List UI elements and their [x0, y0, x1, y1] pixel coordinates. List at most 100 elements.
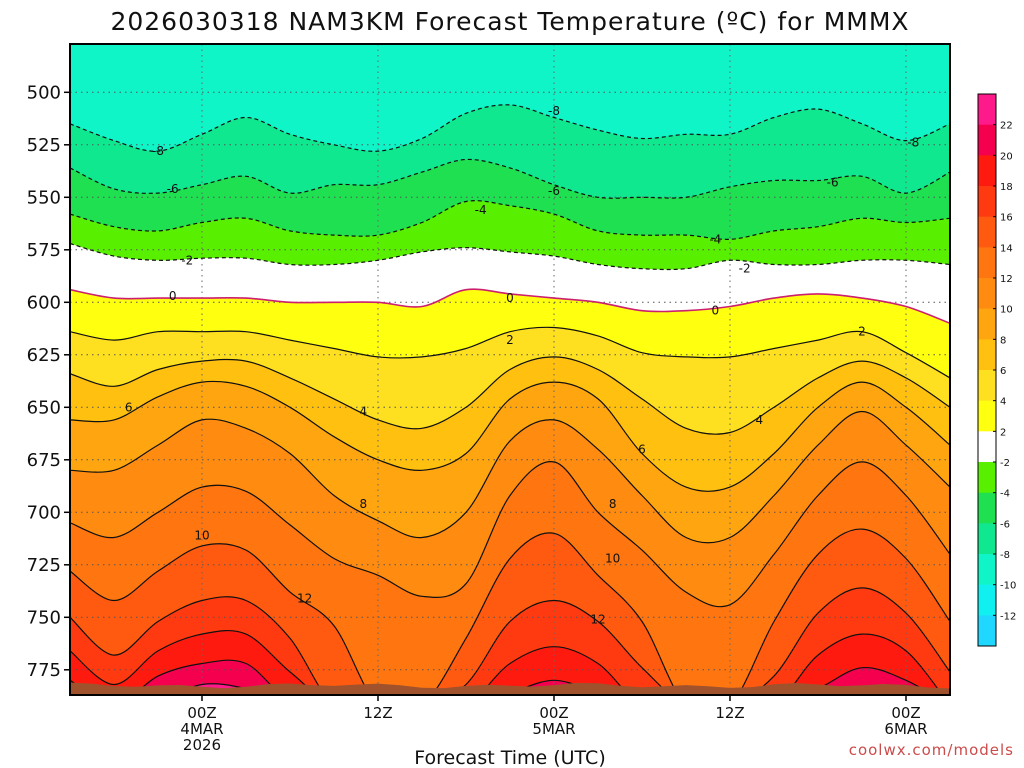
- colorbar-label: -2: [1000, 458, 1010, 469]
- isotherm-16: [70, 629, 943, 695]
- contour-label: 4: [360, 405, 368, 419]
- x-tick-label: 12Z: [715, 704, 744, 722]
- isotherm-6: [70, 380, 950, 492]
- x-tick-label: 6MAR: [884, 720, 927, 738]
- contour-label: 2: [506, 333, 514, 347]
- x-tick-label: 12Z: [363, 704, 392, 722]
- grid-lines: [70, 44, 950, 695]
- contour-label: 12: [297, 591, 312, 605]
- y-tick-label: 550: [27, 187, 61, 208]
- isotherm--6: [70, 158, 950, 199]
- y-tick-label: 575: [27, 240, 61, 261]
- colorbar-swatch: [978, 400, 996, 432]
- contour-label: -8: [152, 144, 164, 158]
- y-tick-label: 600: [27, 292, 61, 313]
- isotherm--2: [70, 242, 950, 271]
- colorbar-swatch: [978, 431, 996, 463]
- chart-title: 2026030318 NAM3KM Forecast Temperature (…: [110, 7, 909, 36]
- colorbar-swatch: [978, 554, 996, 586]
- contour-label: -8: [548, 104, 560, 118]
- colorbar-label: 12: [1000, 274, 1013, 285]
- y-tick-label: 525: [27, 135, 61, 156]
- contour-label: 8: [360, 497, 368, 511]
- isotherm-12: [70, 528, 950, 695]
- temperature-bands: [70, 104, 950, 695]
- colorbar-swatch: [978, 615, 996, 647]
- isotherm-4: [70, 356, 950, 435]
- contour-label: 0: [712, 304, 720, 318]
- y-tick-label: 775: [27, 660, 61, 681]
- colorbar-swatch: [978, 186, 996, 218]
- colorbar-swatch: [978, 462, 996, 494]
- colorbar-label: 18: [1000, 182, 1013, 193]
- colorbar-swatch: [978, 124, 996, 156]
- isotherm-0: [70, 288, 950, 325]
- y-tick-label: 725: [27, 555, 61, 576]
- x-tick-label: 5MAR: [532, 720, 575, 738]
- colorbar: 22 20 18 16 14 12 10 8 6 4 2 -2 -4 -6 -8 -10 -12: [977, 93, 1016, 647]
- contour-label: -4: [709, 232, 721, 246]
- band-above-16: [70, 630, 943, 695]
- colorbar-swatch: [978, 155, 996, 187]
- y-tick-label: 750: [27, 607, 61, 628]
- colorbar-swatch: [978, 370, 996, 402]
- contour-label: -6: [167, 182, 179, 196]
- plot-area: -8 -8 -8 -6 -6 -6 -4 -4 -2 -2 0 0 0 2 2 4 4 6 6 8 8 10 10 12 12: [70, 44, 950, 695]
- colorbar-label: 20: [1000, 151, 1013, 162]
- contour-label: 6: [125, 400, 133, 414]
- colorbar-label: -8: [1000, 550, 1010, 561]
- contour-label: 6: [638, 442, 646, 456]
- contour-label: 4: [756, 413, 764, 427]
- x-tick-label: 2026: [183, 736, 221, 754]
- colorbar-label: -4: [1000, 489, 1010, 500]
- colorbar-swatch: [978, 308, 996, 340]
- contour-label: -8: [907, 136, 919, 150]
- contour-label: -6: [827, 176, 839, 190]
- isotherm-10: [70, 461, 950, 608]
- y-tick-label: 625: [27, 345, 61, 366]
- colorbar-swatch: [978, 492, 996, 524]
- colorbar-swatch: [978, 523, 996, 555]
- y-tick-label: 700: [27, 502, 61, 523]
- colorbar-label: 14: [1000, 243, 1013, 254]
- terrain-surface: [70, 682, 950, 695]
- colorbar-label: 22: [1000, 121, 1013, 132]
- x-tick-label: 00Z: [187, 704, 216, 722]
- colorbar-label: 10: [1000, 305, 1013, 316]
- colorbar-swatch: [978, 216, 996, 248]
- contour-label: -2: [739, 262, 751, 276]
- isotherm-2: [70, 326, 950, 379]
- colorbar-label: 8: [1000, 335, 1006, 346]
- y-tick-label: 650: [27, 397, 61, 418]
- y-tick-label: 500: [27, 82, 61, 103]
- isotherm-8: [70, 410, 950, 544]
- x-tick-label: 00Z: [891, 704, 920, 722]
- colorbar-label: 6: [1000, 366, 1006, 377]
- contour-label: 0: [506, 291, 514, 305]
- isotherm-14: [70, 587, 950, 695]
- contour-label: -6: [548, 184, 560, 198]
- contour-label: 8: [609, 497, 617, 511]
- plot-frame: [69, 43, 951, 696]
- credit-text: coolwx.com/models: [849, 741, 1014, 759]
- colorbar-label: -12: [1000, 611, 1016, 622]
- y-axis: 500 525 550 575 600 625 650 675 700 725 750 775: [27, 82, 70, 681]
- contour-label: 12: [590, 612, 605, 626]
- contour-label: 2: [858, 325, 866, 339]
- x-tick-label: 00Z: [539, 704, 568, 722]
- band-above-14: [70, 587, 950, 695]
- colorbar-label: -10: [1000, 581, 1016, 592]
- colorbar-label: 4: [1000, 397, 1006, 408]
- x-tick-label: 4MAR: [180, 720, 223, 738]
- colorbar-label: 16: [1000, 213, 1013, 224]
- colorbar-label: 2: [1000, 427, 1006, 438]
- isotherm-20: [173, 683, 877, 695]
- contour-labels: -8 -8 -8 -6 -6 -6 -4 -4 -2 -2 0 0 0 2 2 4 4 6 6 8 8 10 10 12 12: [125, 104, 919, 626]
- isotherm--4: [70, 200, 950, 240]
- contour-label: 10: [194, 528, 209, 542]
- colorbar-label: -6: [1000, 519, 1010, 530]
- contour-label: -4: [475, 203, 487, 217]
- colorbar-swatch: [978, 278, 996, 310]
